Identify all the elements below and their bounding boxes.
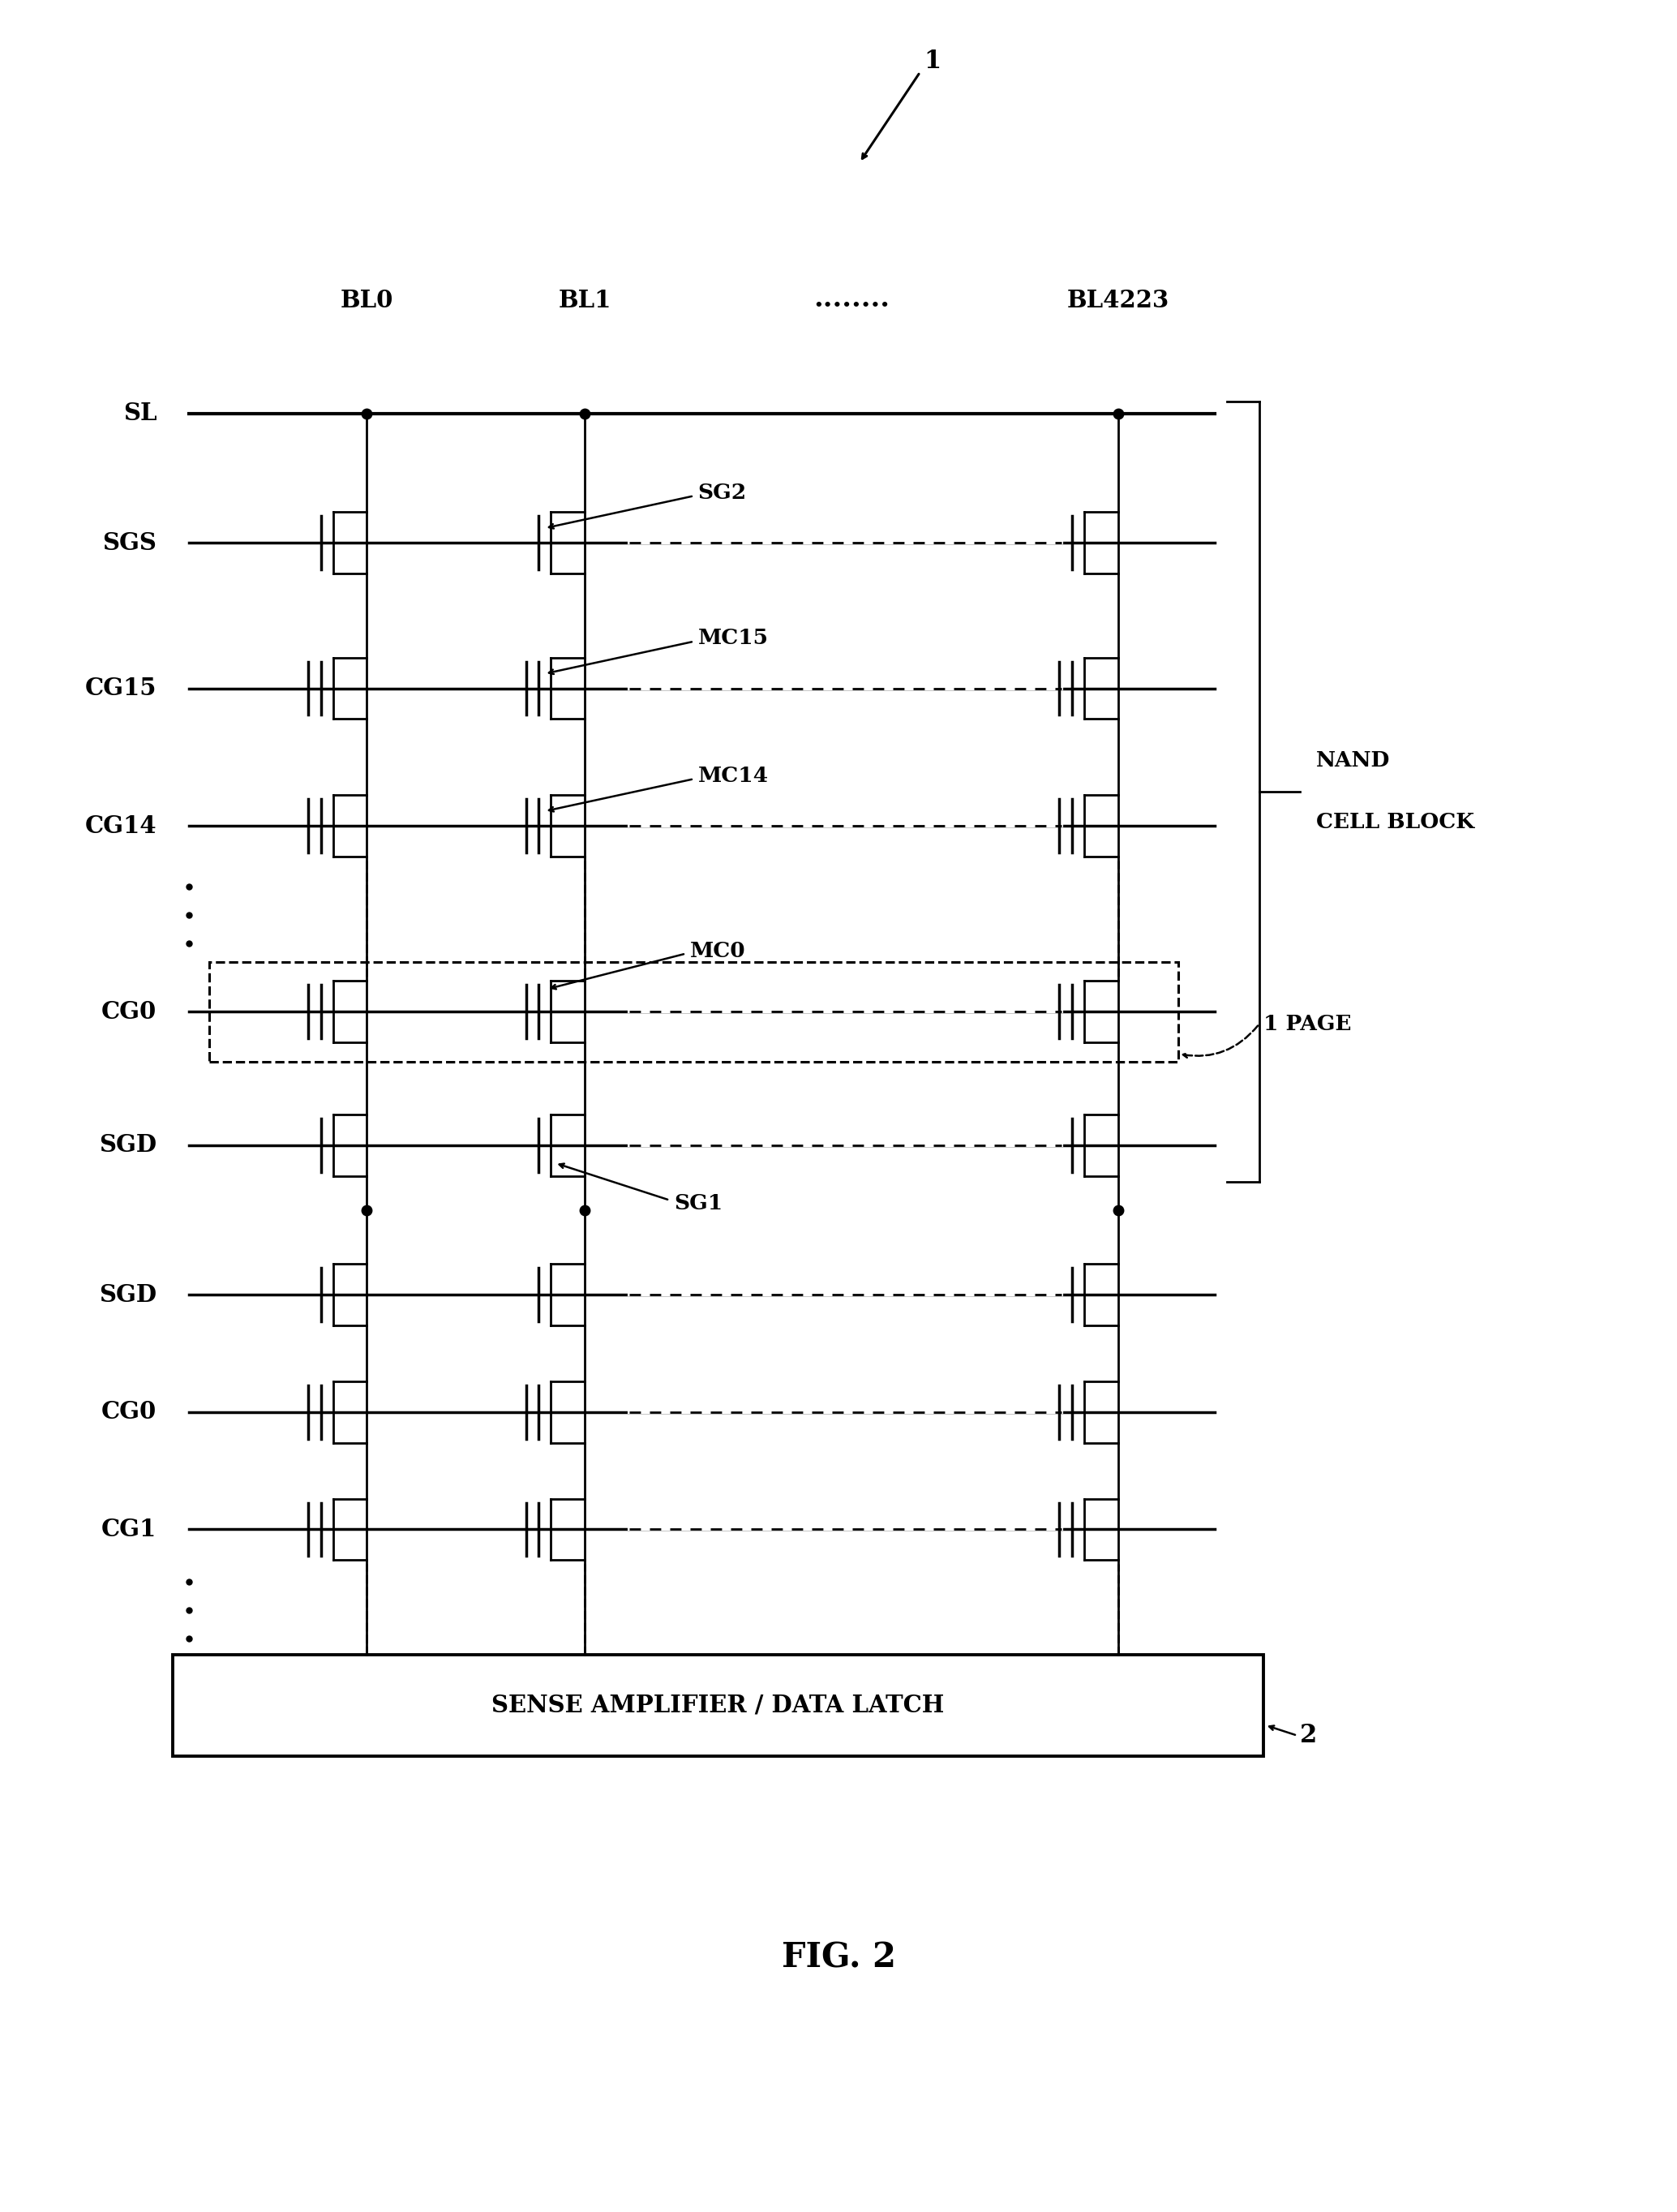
Text: ........: ........ bbox=[813, 285, 889, 312]
Text: MC0: MC0 bbox=[689, 940, 746, 962]
Text: SG2: SG2 bbox=[698, 482, 746, 502]
Text: SGD: SGD bbox=[99, 1283, 158, 1307]
Text: CG0: CG0 bbox=[102, 1000, 158, 1024]
Text: NAND: NAND bbox=[1316, 750, 1390, 770]
Text: CG0: CG0 bbox=[102, 1400, 158, 1425]
Text: MC14: MC14 bbox=[698, 765, 768, 785]
Text: BL1: BL1 bbox=[558, 290, 612, 312]
Text: SENSE AMPLIFIER / DATA LATCH: SENSE AMPLIFIER / DATA LATCH bbox=[491, 1694, 944, 1717]
Bar bbox=[210, 962, 1179, 1062]
Text: CELL BLOCK: CELL BLOCK bbox=[1316, 812, 1474, 832]
Text: SG1: SG1 bbox=[674, 1192, 723, 1214]
Text: 1 PAGE: 1 PAGE bbox=[1263, 1013, 1352, 1033]
Text: SGS: SGS bbox=[102, 531, 158, 555]
Text: 2: 2 bbox=[1300, 1723, 1316, 1747]
Text: CG15: CG15 bbox=[86, 677, 158, 699]
Text: BL0: BL0 bbox=[340, 290, 394, 312]
Text: MC15: MC15 bbox=[698, 628, 768, 648]
Text: CG1: CG1 bbox=[102, 1517, 158, 1542]
Bar bbox=[173, 1655, 1263, 1756]
Text: CG14: CG14 bbox=[86, 814, 158, 838]
Text: BL4223: BL4223 bbox=[1067, 290, 1169, 312]
Text: 1: 1 bbox=[924, 49, 941, 75]
Text: FIG. 2: FIG. 2 bbox=[781, 1940, 896, 1975]
Text: SGD: SGD bbox=[99, 1133, 158, 1157]
Text: SL: SL bbox=[122, 403, 158, 425]
